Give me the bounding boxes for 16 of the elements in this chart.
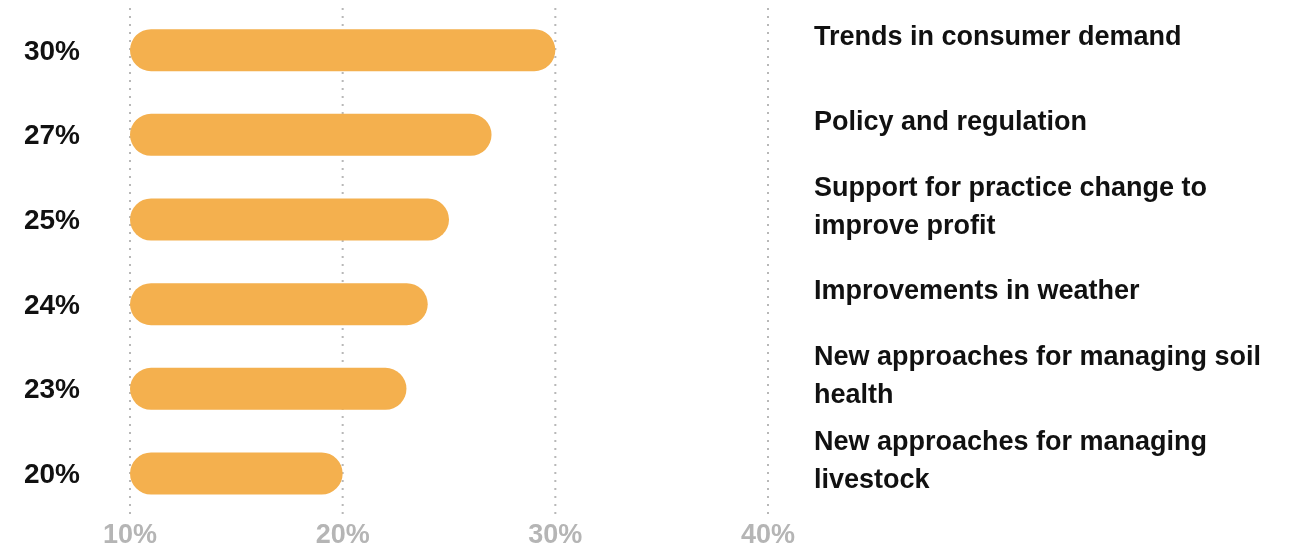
y-tick-label: New approaches for managing livestock [814,425,1208,494]
y-tick-label: Policy and regulation [814,106,1088,136]
y-tick-label: Trends in consumer demand [814,21,1182,52]
y-tick-label: Improvements in weather [814,275,1141,306]
y-tick-label: New approaches for managing soil health [814,341,1262,409]
data-label: 25% [23,204,81,235]
y-tick-label: Support for practice change to improve profit [814,171,1208,240]
data-label: 23% [23,373,81,405]
x-tick-label: 40% [740,519,796,550]
data-label: 24% [23,288,81,320]
data-label: 30% [23,34,81,66]
data-label: 27% [23,119,81,151]
data-label: 20% [23,458,81,489]
x-tick-label: 30% [528,519,583,550]
x-tick-label: 10% [102,519,158,550]
x-tick-label: 20% [315,519,370,550]
